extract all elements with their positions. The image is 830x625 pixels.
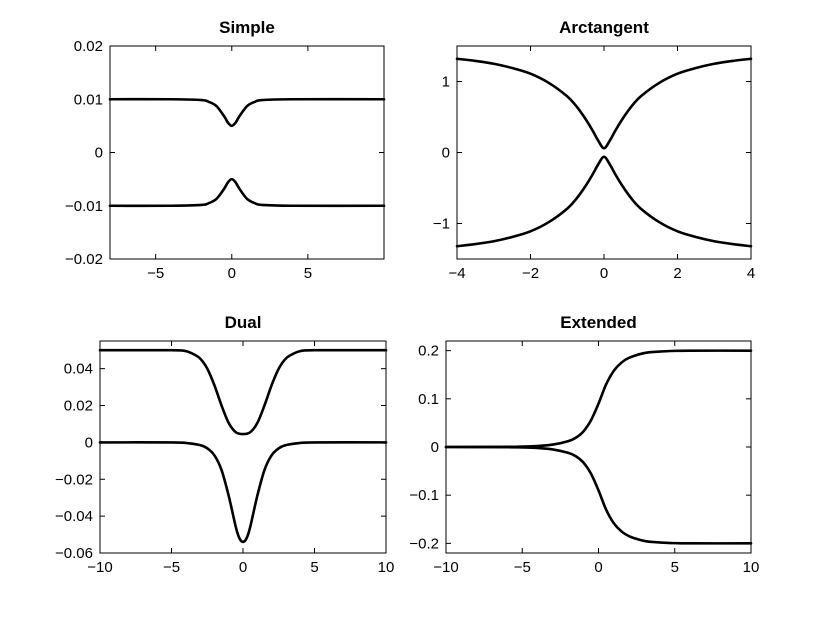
panel-2-ytick-label: −0.02 (55, 471, 93, 488)
subplot-extended: Extended −10 −5 0 5 10 −0.2 −0.1 0 0.1 0.2 (409, 313, 759, 576)
panel-2-ytick-label: 0 (85, 434, 93, 451)
panel-0-series-0-line (108, 97, 386, 128)
panel-2-xtick-label: −10 (87, 559, 112, 576)
panel-0-ytick-label: 0 (95, 145, 103, 162)
panel-2-ytick-label: −0.06 (55, 545, 93, 562)
panel-2-ytick-label: −0.04 (55, 508, 93, 525)
panel-2-ytick-label: 0.04 (64, 361, 93, 378)
panel-1-ytick-label: 0 (442, 145, 450, 162)
panel-2-xtick-label: 0 (239, 559, 247, 576)
panel-2-title: Dual (225, 313, 262, 332)
panel-1-xtick-label: −4 (448, 265, 465, 282)
panel-0-xtick-label: 0 (228, 265, 236, 282)
panel-2-xtick-label: −5 (163, 559, 180, 576)
panel-3-ytick-label: 0.2 (418, 343, 439, 360)
panel-1-title: Arctangent (559, 18, 649, 37)
panel-2-axes-frame (99, 340, 387, 554)
panel-1-xtick-label: −2 (522, 265, 539, 282)
panel-1-axes-frame (456, 45, 752, 260)
panel-1-series-0-line (455, 57, 753, 150)
panel-3-xtick-label: 0 (594, 559, 602, 576)
panel-1-ytick-label: −1 (433, 216, 450, 233)
panel-3-ytick-label: −0.2 (409, 535, 439, 552)
panel-3-ytick-label: 0 (431, 439, 439, 456)
panel-1-series-1-line (455, 155, 753, 248)
panel-1-xtick-label: 0 (600, 265, 608, 282)
panel-3-series-1-line (444, 445, 753, 545)
panel-0-ytick-label: −0.01 (65, 198, 103, 215)
panel-0-ytick-label: −0.02 (65, 251, 103, 268)
panel-3-xtick-label: −5 (514, 559, 531, 576)
panel-0-axes-frame (109, 45, 385, 260)
panel-0-series-1-line (108, 177, 386, 208)
panel-1-ytick-label: 1 (442, 74, 450, 91)
panel-0-xtick-label: −5 (147, 265, 164, 282)
panel-3-ytick-label: −0.1 (409, 487, 439, 504)
panel-0-title: Simple (219, 18, 275, 37)
panel-2-xtick-label: 5 (310, 559, 318, 576)
panel-1-xtick-label: 4 (747, 265, 755, 282)
panel-0-ytick-label: 0.02 (74, 38, 103, 55)
panel-2-ytick-label: 0.02 (64, 398, 93, 415)
subplot-simple: Simple −5 0 5 −0.02 −0.01 0 0.01 0.02 (65, 18, 386, 282)
panel-2-series-1-line (98, 441, 388, 544)
panel-3-title: Extended (560, 313, 637, 332)
panel-3-xtick-label: 5 (671, 559, 679, 576)
panel-3-xtick-label: −10 (433, 559, 458, 576)
panel-2-series-0-line (98, 348, 388, 436)
panel-0-xtick-label: 5 (304, 265, 312, 282)
panel-3-series-0-line (444, 349, 753, 449)
subplot-dual: Dual −10 −5 0 5 10 −0.06 −0.04 −0.02 0 0.02 0.04 (55, 313, 394, 576)
panel-2-xtick-label: 10 (378, 559, 395, 576)
subplot-arctangent: Arctangent −4 −2 0 2 4 −1 0 1 (433, 18, 755, 282)
panel-3-xtick-label: 10 (743, 559, 760, 576)
panel-3-ytick-label: 0.1 (418, 391, 439, 408)
panel-1-xtick-label: 2 (673, 265, 681, 282)
panel-0-ytick-label: 0.01 (74, 91, 103, 108)
